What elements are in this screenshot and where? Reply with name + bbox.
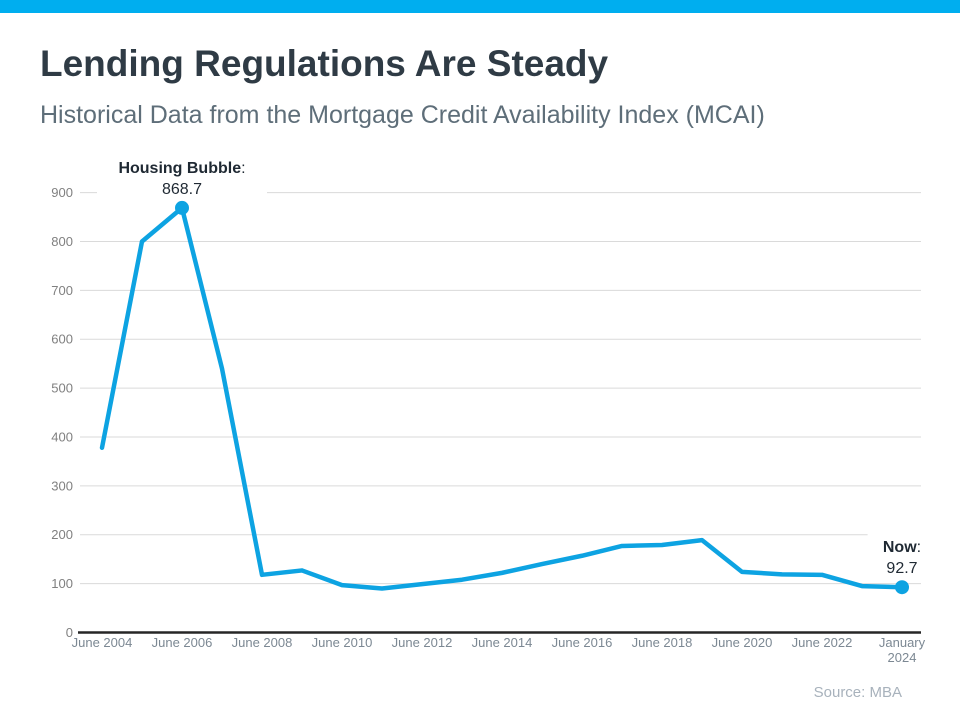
y-axis-tick-label: 900 bbox=[51, 185, 73, 200]
y-axis-tick-label: 600 bbox=[51, 332, 73, 347]
annotation-label: Housing Bubble: bbox=[118, 160, 245, 177]
annotation-label: Now: bbox=[883, 539, 921, 556]
x-axis-tick-label: June 2022 bbox=[792, 635, 853, 650]
y-axis-tick-label: 400 bbox=[51, 429, 73, 444]
y-axis-tick-label: 500 bbox=[51, 381, 73, 396]
y-axis-tick-label: 0 bbox=[66, 625, 73, 640]
annotation-value: 868.7 bbox=[162, 181, 202, 198]
x-axis-tick-label: June 2018 bbox=[632, 635, 693, 650]
x-axis-tick-label: June 2008 bbox=[232, 635, 293, 650]
x-axis-tick-label: June 2016 bbox=[552, 635, 613, 650]
x-axis-tick-label: June 2004 bbox=[72, 635, 133, 650]
y-axis-tick-label: 300 bbox=[51, 478, 73, 493]
x-axis-tick-label: June 2006 bbox=[152, 635, 213, 650]
mcai-line-chart: 0 100 200 300 400 500 600 700 800 900 June 2004 Jun… bbox=[51, 151, 937, 665]
x-axis-tick-label: January 2024 bbox=[879, 635, 926, 665]
page-title: Lending Regulations Are Steady bbox=[40, 43, 609, 84]
y-axis-tick-label: 700 bbox=[51, 283, 73, 298]
data-point-marker bbox=[175, 200, 189, 215]
x-axis-tick-label: June 2010 bbox=[312, 635, 373, 650]
y-axis-tick-label: 800 bbox=[51, 234, 73, 249]
data-point-marker bbox=[895, 580, 909, 595]
x-axis-tick-label: June 2014 bbox=[472, 635, 533, 650]
x-axis-tick-label: June 2012 bbox=[392, 635, 453, 650]
y-axis-tick-label: 100 bbox=[51, 576, 73, 591]
top-accent-bar bbox=[0, 0, 960, 13]
annotation-background bbox=[867, 531, 937, 579]
mcai-data-line bbox=[99, 205, 905, 591]
x-axis-tick-label: June 2020 bbox=[712, 635, 773, 650]
page-subtitle: Historical Data from the Mortgage Credit… bbox=[40, 101, 765, 129]
annotation-value: 92.7 bbox=[886, 560, 917, 577]
y-axis-tick-label: 200 bbox=[51, 527, 73, 542]
annotation-background bbox=[97, 151, 267, 199]
source-attribution: Source: MBA bbox=[813, 684, 902, 701]
